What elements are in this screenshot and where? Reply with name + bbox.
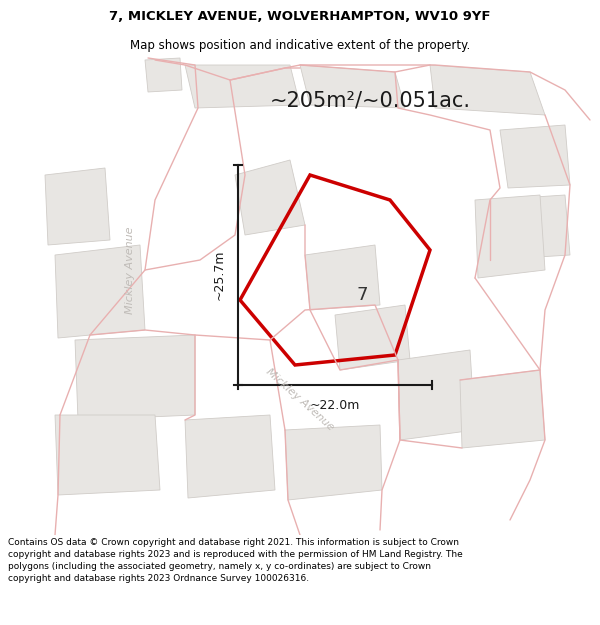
Text: ~205m²/~0.051ac.: ~205m²/~0.051ac. — [269, 90, 470, 110]
Polygon shape — [430, 65, 545, 115]
Polygon shape — [75, 335, 195, 420]
Text: Contains OS data © Crown copyright and database right 2021. This information is : Contains OS data © Crown copyright and d… — [8, 538, 463, 583]
Polygon shape — [55, 245, 145, 338]
Text: ~25.7m: ~25.7m — [213, 250, 226, 300]
Polygon shape — [335, 305, 410, 370]
Polygon shape — [235, 160, 305, 235]
Polygon shape — [45, 168, 110, 245]
Polygon shape — [398, 350, 475, 440]
Text: Map shows position and indicative extent of the property.: Map shows position and indicative extent… — [130, 39, 470, 52]
Polygon shape — [300, 65, 405, 108]
Text: Mickley Avenue: Mickley Avenue — [125, 226, 135, 314]
Text: Mickley Avenue: Mickley Avenue — [264, 367, 336, 433]
Polygon shape — [475, 195, 545, 278]
Polygon shape — [185, 415, 275, 498]
Text: 7: 7 — [356, 286, 368, 304]
Polygon shape — [460, 370, 545, 448]
Text: ~22.0m: ~22.0m — [310, 399, 360, 412]
Polygon shape — [285, 425, 382, 500]
Polygon shape — [185, 65, 300, 108]
Text: 7, MICKLEY AVENUE, WOLVERHAMPTON, WV10 9YF: 7, MICKLEY AVENUE, WOLVERHAMPTON, WV10 9… — [109, 10, 491, 23]
Polygon shape — [305, 245, 380, 310]
Polygon shape — [490, 195, 570, 260]
Polygon shape — [500, 125, 570, 188]
Polygon shape — [55, 415, 160, 495]
Polygon shape — [145, 58, 182, 92]
